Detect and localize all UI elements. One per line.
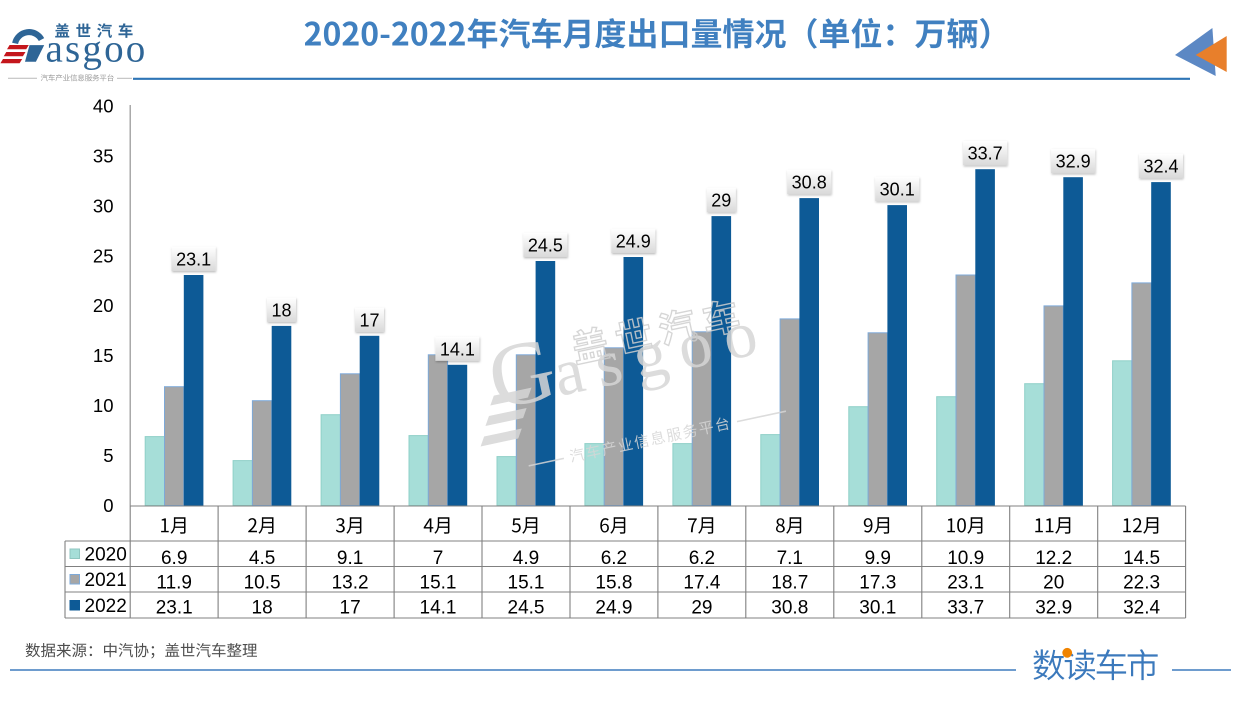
svg-text:9.9: 9.9 — [865, 548, 891, 569]
svg-text:13.2: 13.2 — [332, 572, 369, 593]
svg-text:32.4: 32.4 — [1143, 157, 1178, 177]
svg-text:14.5: 14.5 — [1123, 548, 1160, 569]
svg-text:33.7: 33.7 — [968, 144, 1003, 164]
svg-text:6.2: 6.2 — [601, 548, 627, 569]
svg-text:30.8: 30.8 — [771, 598, 808, 619]
svg-text:15.1: 15.1 — [420, 572, 457, 593]
svg-text:20: 20 — [1043, 572, 1064, 593]
svg-text:24.9: 24.9 — [616, 232, 651, 252]
svg-text:14.1: 14.1 — [440, 339, 475, 359]
svg-text:23.1: 23.1 — [947, 572, 984, 593]
svg-text:7.1: 7.1 — [777, 548, 803, 569]
svg-text:30.8: 30.8 — [792, 173, 827, 193]
svg-text:18: 18 — [271, 300, 291, 320]
svg-text:32.9: 32.9 — [1056, 152, 1091, 172]
svg-text:0: 0 — [103, 495, 113, 516]
svg-text:15.8: 15.8 — [595, 572, 632, 593]
svg-text:6.9: 6.9 — [161, 548, 187, 569]
svg-text:17: 17 — [359, 310, 379, 330]
svg-text:29: 29 — [711, 191, 731, 211]
svg-text:18: 18 — [252, 598, 273, 619]
svg-text:4.5: 4.5 — [249, 548, 275, 569]
svg-text:15.1: 15.1 — [508, 572, 545, 593]
svg-text:20: 20 — [93, 295, 114, 316]
svg-text:10: 10 — [93, 395, 114, 416]
svg-text:4.9: 4.9 — [513, 548, 539, 569]
svg-text:11.9: 11.9 — [156, 572, 192, 593]
svg-text:10.5: 10.5 — [244, 572, 281, 593]
svg-text:9.1: 9.1 — [337, 548, 363, 569]
svg-text:7: 7 — [433, 548, 444, 569]
svg-text:35: 35 — [93, 146, 114, 167]
svg-text:23.1: 23.1 — [156, 598, 193, 619]
svg-text:24.5: 24.5 — [508, 598, 545, 619]
svg-text:29: 29 — [691, 598, 712, 619]
svg-text:17: 17 — [340, 598, 361, 619]
svg-text:6.2: 6.2 — [689, 548, 715, 569]
svg-text:12.2: 12.2 — [1035, 548, 1072, 569]
svg-text:33.7: 33.7 — [947, 598, 984, 619]
svg-text:30: 30 — [93, 195, 114, 216]
svg-text:30.1: 30.1 — [859, 598, 896, 619]
svg-text:17.4: 17.4 — [683, 572, 720, 593]
svg-text:2020: 2020 — [85, 544, 127, 565]
svg-text:30.1: 30.1 — [880, 180, 915, 200]
svg-text:23.1: 23.1 — [176, 250, 211, 270]
svg-text:17.3: 17.3 — [859, 572, 896, 593]
svg-text:25: 25 — [93, 245, 114, 266]
svg-text:2021: 2021 — [85, 570, 127, 591]
svg-text:32.4: 32.4 — [1123, 598, 1160, 619]
svg-text:15: 15 — [93, 345, 114, 366]
svg-text:14.1: 14.1 — [420, 598, 457, 619]
svg-text:2022: 2022 — [85, 596, 127, 617]
svg-text:24.5: 24.5 — [528, 236, 563, 256]
svg-text:10.9: 10.9 — [947, 548, 984, 569]
svg-text:40: 40 — [93, 96, 114, 117]
svg-text:32.9: 32.9 — [1035, 598, 1072, 619]
svg-text:24.9: 24.9 — [595, 598, 632, 619]
svg-text:18.7: 18.7 — [771, 572, 808, 593]
svg-text:5: 5 — [103, 445, 113, 466]
svg-text:22.3: 22.3 — [1123, 572, 1160, 593]
